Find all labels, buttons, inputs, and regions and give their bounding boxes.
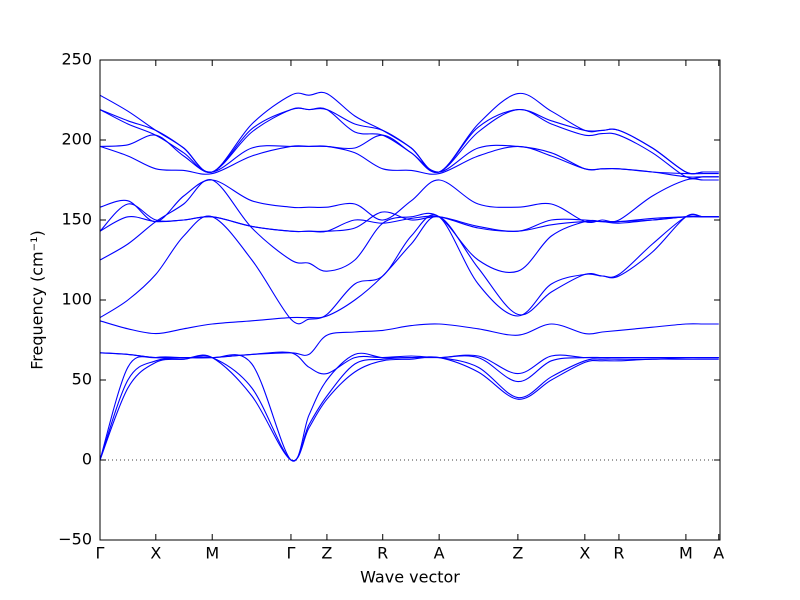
band-line [99, 203, 719, 233]
x-tick-label: Γ [96, 544, 105, 563]
x-tick-label: A [713, 544, 724, 563]
band-line [99, 178, 719, 224]
y-tick-label: 0 [82, 450, 92, 469]
band-line [99, 323, 719, 359]
y-tick-label: 200 [61, 130, 92, 149]
x-tick-label: R [613, 544, 624, 563]
y-tick-label: 250 [61, 50, 92, 69]
y-tick-label: 150 [61, 210, 92, 229]
plot-frame [99, 59, 721, 541]
x-tick-label: M [205, 544, 219, 563]
x-tick-label: X [579, 544, 590, 563]
x-axis-label: Wave vector [360, 568, 460, 587]
x-tick-label: M [679, 544, 693, 563]
y-tick-label: 100 [61, 290, 92, 309]
x-tick-label: A [434, 544, 445, 563]
y-tick-label: −50 [58, 530, 92, 549]
x-tick-label: X [150, 544, 161, 563]
y-tick-label: 50 [72, 370, 92, 389]
x-tick-label: Z [512, 544, 523, 563]
band-line [99, 354, 719, 462]
x-tick-label: Γ [286, 544, 295, 563]
x-tick-label: R [377, 544, 388, 563]
y-axis-label: Frequency (cm⁻¹) [28, 230, 47, 369]
x-tick-label: Z [321, 544, 332, 563]
band-line [99, 213, 719, 335]
band-line [99, 91, 719, 175]
